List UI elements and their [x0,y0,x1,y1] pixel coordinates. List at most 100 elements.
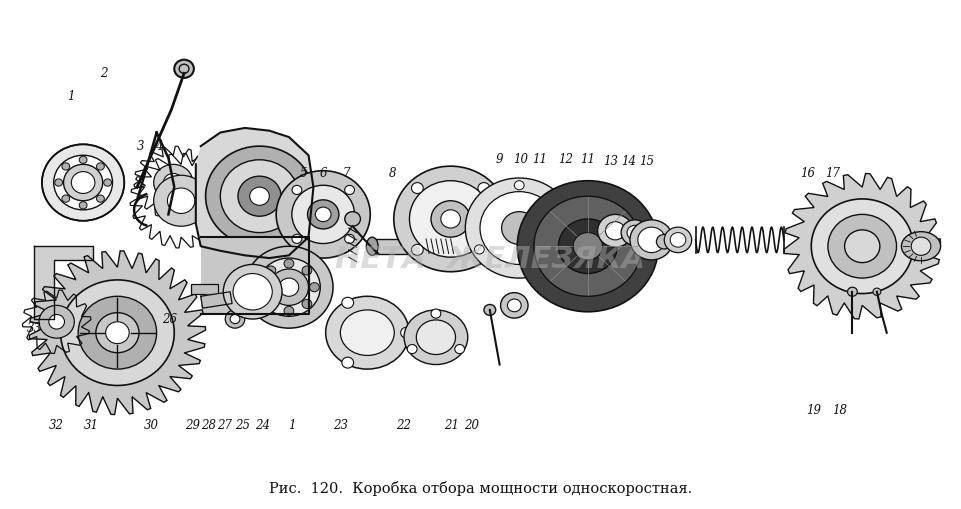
Circle shape [292,234,302,243]
Polygon shape [196,128,313,258]
Text: 14: 14 [621,155,636,168]
Text: 13: 13 [603,155,617,168]
Text: НЕТА  ЖЕЛЕЗЯКА: НЕТА ЖЕЛЕЗЯКА [334,245,644,274]
Circle shape [258,258,320,316]
Text: 33: 33 [27,322,41,334]
Polygon shape [29,251,206,414]
Text: 16: 16 [799,167,814,180]
Circle shape [341,297,354,308]
Circle shape [557,219,617,273]
Text: 15: 15 [638,155,653,168]
Circle shape [233,273,272,310]
Circle shape [465,178,573,278]
Circle shape [474,245,483,254]
Circle shape [61,280,174,385]
Text: 10: 10 [512,153,528,166]
Text: 25: 25 [235,419,250,432]
Circle shape [344,234,354,243]
Ellipse shape [416,320,456,355]
Circle shape [163,174,183,192]
Ellipse shape [326,296,408,369]
Circle shape [237,176,281,216]
Circle shape [483,304,495,316]
Text: Рис.  120.  Коробка отбора мощности односкоростная.: Рис. 120. Коробка отбора мощности односк… [269,481,692,496]
Circle shape [96,195,104,202]
Polygon shape [201,237,308,315]
Circle shape [96,313,138,353]
Circle shape [154,175,209,226]
Circle shape [223,265,282,319]
Circle shape [62,195,69,202]
Circle shape [269,269,308,305]
Circle shape [54,155,112,210]
Circle shape [455,345,464,354]
Text: 4: 4 [155,139,162,153]
Circle shape [315,207,331,222]
Text: 17: 17 [825,167,840,180]
Text: 22: 22 [396,419,410,432]
Circle shape [627,225,642,240]
Circle shape [541,226,551,235]
Circle shape [266,266,276,275]
Circle shape [259,282,268,292]
Text: 8: 8 [388,167,396,180]
Circle shape [104,179,111,186]
Circle shape [847,287,856,296]
Circle shape [478,244,489,256]
Text: 18: 18 [831,404,847,416]
Circle shape [244,246,333,328]
Text: 29: 29 [185,419,200,432]
Text: 6: 6 [319,167,327,180]
Text: 26: 26 [161,313,177,326]
Circle shape [670,233,685,247]
Text: 30: 30 [144,419,160,432]
Circle shape [55,179,62,186]
Circle shape [344,212,360,226]
Text: 21: 21 [444,419,458,432]
Circle shape [106,322,129,344]
Circle shape [308,200,338,229]
Text: 9: 9 [495,153,503,166]
Circle shape [411,244,423,256]
Circle shape [78,296,157,369]
Circle shape [154,164,192,201]
Text: 32: 32 [49,419,64,432]
Circle shape [910,237,930,256]
Circle shape [827,214,896,278]
Text: 7: 7 [343,167,350,180]
Circle shape [411,183,423,193]
Circle shape [478,183,489,193]
Circle shape [501,212,536,244]
Bar [190,285,218,294]
Circle shape [49,315,64,329]
Circle shape [283,306,293,316]
Circle shape [663,227,691,252]
Text: 31: 31 [84,419,98,432]
Circle shape [393,166,507,272]
Circle shape [480,192,557,265]
Circle shape [276,171,370,258]
Text: 1: 1 [67,90,75,103]
Circle shape [283,259,293,268]
Text: 1: 1 [287,419,295,432]
Circle shape [407,345,417,354]
Circle shape [62,163,69,170]
Text: 2: 2 [100,67,108,80]
Circle shape [637,227,665,252]
Ellipse shape [366,237,378,256]
Circle shape [63,164,103,201]
Circle shape [302,266,311,275]
Circle shape [225,310,244,328]
Circle shape [431,309,440,318]
Circle shape [302,299,311,308]
Circle shape [344,185,354,194]
Circle shape [844,230,879,263]
Text: 12: 12 [557,153,572,166]
Circle shape [266,299,276,308]
Circle shape [872,288,880,295]
Circle shape [400,327,412,338]
Text: 27: 27 [216,419,232,432]
Circle shape [536,222,555,240]
Circle shape [96,163,104,170]
Polygon shape [783,174,940,319]
